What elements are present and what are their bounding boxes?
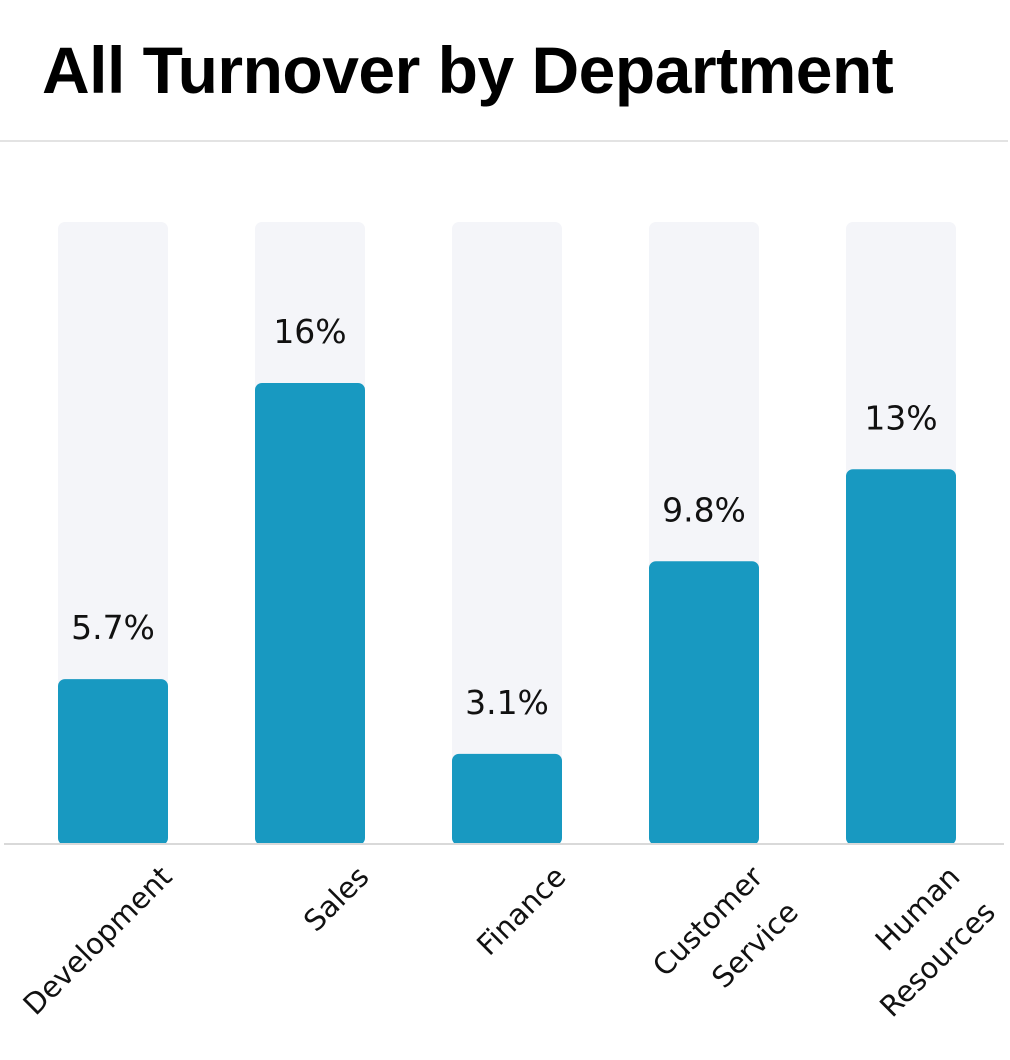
bar-value-label: 5.7% — [71, 608, 155, 647]
category-label-line: Sales — [297, 859, 376, 938]
bars — [58, 383, 956, 845]
title-divider — [0, 140, 1008, 142]
category-label: Finance — [470, 859, 572, 961]
bar-value-label: 13% — [864, 398, 937, 437]
bar — [255, 383, 365, 845]
category-label: Development — [16, 859, 178, 1021]
chart-title: All Turnover by Department — [42, 33, 894, 107]
bar-value-label: 16% — [273, 312, 346, 351]
bar — [846, 469, 956, 845]
bar — [649, 561, 759, 845]
bar — [58, 679, 168, 845]
category-label-line: Development — [16, 859, 178, 1021]
bar-value-label: 3.1% — [465, 683, 549, 722]
category-label: Sales — [297, 859, 376, 938]
bar-value-label: 9.8% — [662, 490, 746, 529]
category-label-line: Finance — [470, 859, 572, 961]
value-labels: 5.7% 16% 3.1% 9.8% 13% — [71, 312, 938, 722]
bar-tracks — [58, 222, 956, 845]
bar-track — [452, 222, 562, 845]
bar — [452, 753, 562, 845]
